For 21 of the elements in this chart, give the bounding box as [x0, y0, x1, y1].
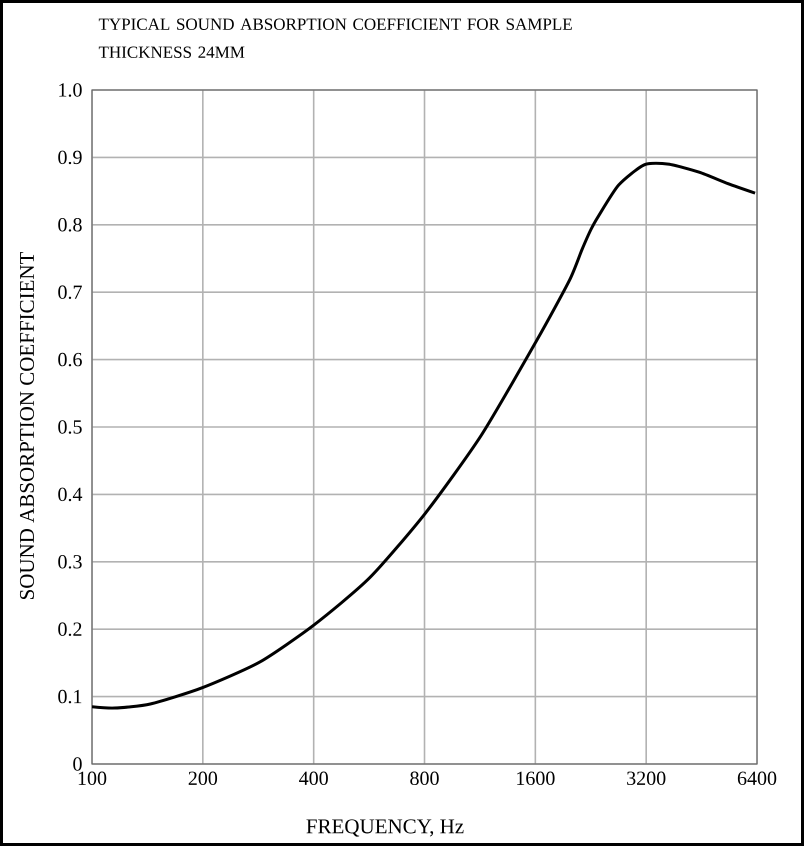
y-tick-label: 0.1: [58, 690, 82, 704]
y-tick-label: 0.2: [58, 622, 82, 636]
y-tick-label: 0.9: [58, 150, 82, 164]
x-tick-label: 100: [78, 772, 106, 786]
y-tick-label: 0.4: [58, 488, 82, 502]
y-tick-label: 0.5: [58, 420, 82, 434]
x-tick-label: 1600: [517, 772, 555, 786]
x-tick-label: 400: [299, 772, 328, 786]
y-tick-label: 0.7: [58, 285, 82, 299]
x-tick-label: 6400: [738, 772, 776, 786]
y-tick-label: 0.8: [58, 218, 82, 232]
x-tick-label: 200: [188, 772, 218, 786]
x-axis-title: FREQUENCY, Hz: [306, 819, 464, 837]
x-tick-label: 3200: [627, 772, 666, 786]
y-tick-label: 0: [73, 757, 82, 771]
x-tick-label: 800: [410, 772, 439, 786]
y-axis-title: SOUND ABSORPTION COEFFICIENT: [20, 252, 34, 600]
y-tick-label: 0.6: [58, 352, 82, 366]
y-tick-label: 0.3: [58, 555, 82, 569]
chart-title: TYPICAL SOUND ABSORPTION COEFFICIENT FOR SAMPLE THICKNESS 24MM: [98, 18, 572, 58]
y-tick-label: 1.0: [59, 83, 82, 97]
